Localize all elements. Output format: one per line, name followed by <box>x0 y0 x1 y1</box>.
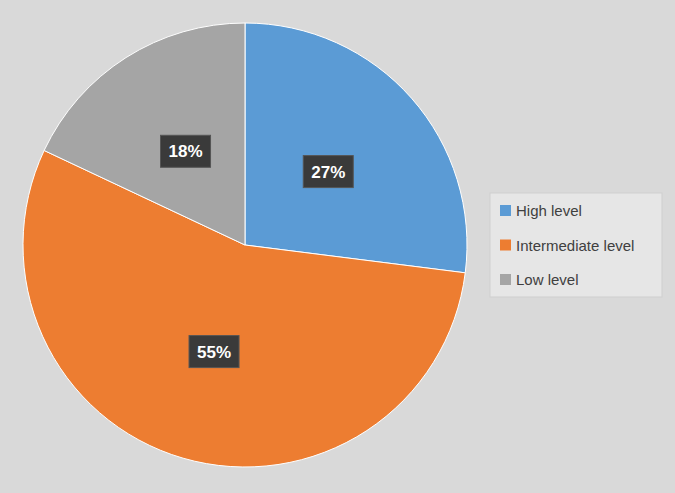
data-labels: 27% 55% 18% <box>161 135 354 367</box>
slices <box>23 23 467 467</box>
legend-label: Low level <box>516 271 579 288</box>
chart: 27% 55% 18% High level Intermediate level Low… <box>0 0 675 493</box>
pie-group: 27% 55% 18% <box>23 23 467 467</box>
data-label: 55% <box>197 343 231 362</box>
pie-slice <box>44 23 245 245</box>
legend-swatch <box>500 274 511 285</box>
slices-inner <box>23 23 467 467</box>
legend: High level Intermediate level Low level <box>490 193 662 297</box>
background <box>0 0 675 493</box>
data-label-box <box>303 156 353 188</box>
legend-swatch <box>500 240 511 251</box>
data-label-group: 18% <box>161 135 211 167</box>
legend-box <box>490 193 662 297</box>
data-label: 27% <box>311 163 345 182</box>
legend-label: High level <box>516 202 582 219</box>
legend-label: Intermediate level <box>516 237 634 254</box>
data-label-box <box>189 336 239 368</box>
legend-swatch <box>500 205 511 216</box>
data-label-group: 55% <box>189 336 239 368</box>
data-label-group: 27% <box>303 156 353 188</box>
pie-slice <box>245 23 467 273</box>
data-label: 18% <box>169 142 203 161</box>
data-label-box <box>161 135 211 167</box>
